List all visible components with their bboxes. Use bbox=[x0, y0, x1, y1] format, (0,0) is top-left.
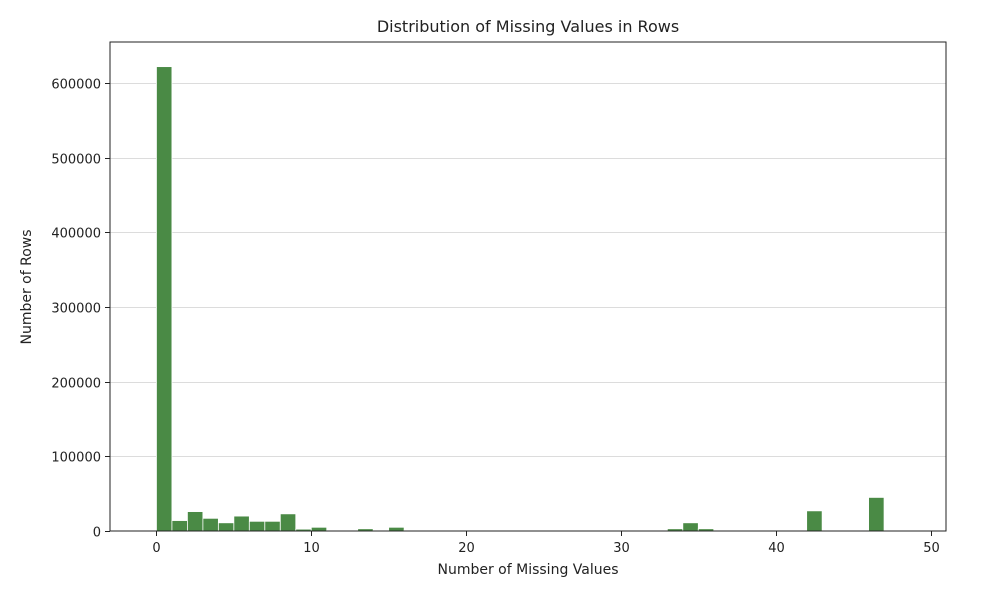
y-tick-label: 500000 bbox=[51, 153, 101, 168]
histogram-bar bbox=[217, 522, 235, 532]
x-tick-label: 20 bbox=[458, 541, 475, 556]
y-tick-label: 400000 bbox=[51, 227, 101, 242]
x-tick-label: 40 bbox=[768, 541, 785, 556]
histogram-bar bbox=[171, 520, 188, 532]
x-tick-label: 30 bbox=[613, 541, 630, 556]
grid-lines bbox=[110, 83, 946, 457]
y-tick-label: 0 bbox=[93, 526, 101, 541]
x-tick-label: 0 bbox=[152, 541, 160, 556]
y-axis-ticks: 0 100000 200000 300000 400000 500000 600000 bbox=[51, 78, 110, 541]
histogram-bar bbox=[264, 520, 281, 532]
x-tick-label: 10 bbox=[303, 541, 320, 556]
histogram-bar bbox=[682, 522, 699, 532]
plot-frame bbox=[109, 41, 947, 532]
histogram-bar bbox=[279, 513, 297, 532]
histogram-bar bbox=[868, 497, 885, 532]
histogram-bar bbox=[202, 517, 219, 532]
histogram-bar bbox=[310, 526, 328, 532]
x-axis-ticks: 0 10 20 30 40 50 bbox=[152, 531, 940, 556]
y-axis-title: Number of Rows bbox=[19, 229, 35, 344]
histogram-bar bbox=[806, 510, 823, 532]
y-tick-label: 100000 bbox=[51, 451, 101, 466]
histogram-bar bbox=[388, 526, 405, 532]
histogram-bar bbox=[156, 66, 173, 532]
y-tick-label: 600000 bbox=[51, 78, 101, 93]
y-tick-label: 200000 bbox=[51, 377, 101, 392]
histogram-bar bbox=[248, 520, 266, 532]
chart-title: Distribution of Missing Values in Rows bbox=[377, 17, 679, 36]
histogram-bar bbox=[187, 511, 204, 532]
x-tick-label: 50 bbox=[923, 541, 940, 556]
y-tick-label: 300000 bbox=[51, 302, 101, 317]
histogram-bar bbox=[233, 515, 250, 532]
x-axis-title: Number of Missing Values bbox=[437, 562, 618, 578]
